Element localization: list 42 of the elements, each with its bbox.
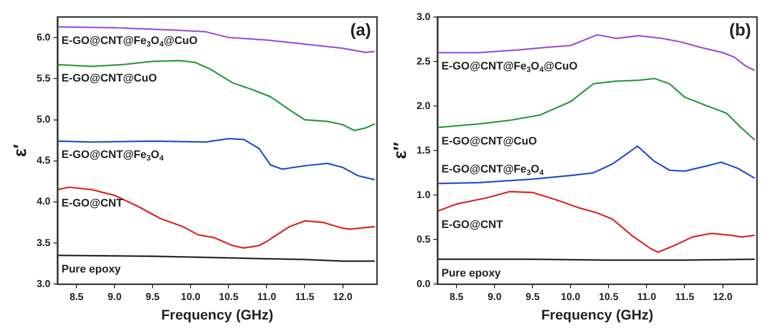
y-tick-label: 4.0 [36,196,51,208]
x-tick-label: 8.5 [450,292,464,303]
y-tick-label: 2.5 [416,56,431,68]
x-tick-label: 8.5 [70,292,84,303]
y-tick-label: 3.0 [36,278,51,290]
y-tick-label: 2.0 [416,100,431,112]
annotation: (b) [729,20,752,40]
y-tick-label: 5.5 [36,73,51,84]
x-tick-label: 11.0 [637,292,657,303]
x-tick-label: 12.0 [713,292,733,303]
x-tick-label: 9.5 [146,292,160,303]
series-label: Pure epoxy [62,263,122,276]
x-tick-label: 10.5 [598,292,619,303]
y-tick-label: 3.5 [36,238,51,249]
x-tick-label: 10.0 [180,292,201,303]
x-tick-label: 11.5 [295,292,315,303]
x-tick-label: 9.0 [488,292,502,303]
x-tick-label: 10.5 [218,292,239,303]
y-tick-label: 1.0 [416,190,431,201]
y-tick-label: 3.0 [416,12,431,23]
y-tick-label: 0.5 [416,234,431,246]
y-tick-label: 1.5 [416,145,431,156]
x-tick-label: 9.5 [526,292,540,303]
x-tick-label: 12.0 [333,292,353,303]
y-tick-label: 6.0 [36,32,51,44]
annotation: (a) [350,20,372,40]
series-label: E-GO@CNT@CuO [62,72,158,85]
y-tick-label: 5.0 [36,114,51,126]
series-label: Pure epoxy [442,267,502,280]
y-axis-title: ε″ [390,142,410,160]
series-label: E-GO@CNT [442,219,504,232]
x-tick-label: 11.5 [675,292,695,303]
x-tick-label: 9.0 [108,292,122,303]
y-tick-label: 4.5 [36,156,51,167]
y-tick-label: 0.0 [416,278,431,290]
series-label: E-GO@CNT@CuO [442,135,538,148]
x-axis-title: Frequency (GHz) [161,306,274,322]
x-tick-label: 10.0 [560,292,581,303]
series-label: E-GO@CNT [62,198,124,210]
x-tick-label: 11.0 [257,292,277,303]
y-axis-title: ε′ [10,144,30,158]
x-axis-title: Frequency (GHz) [541,306,654,322]
